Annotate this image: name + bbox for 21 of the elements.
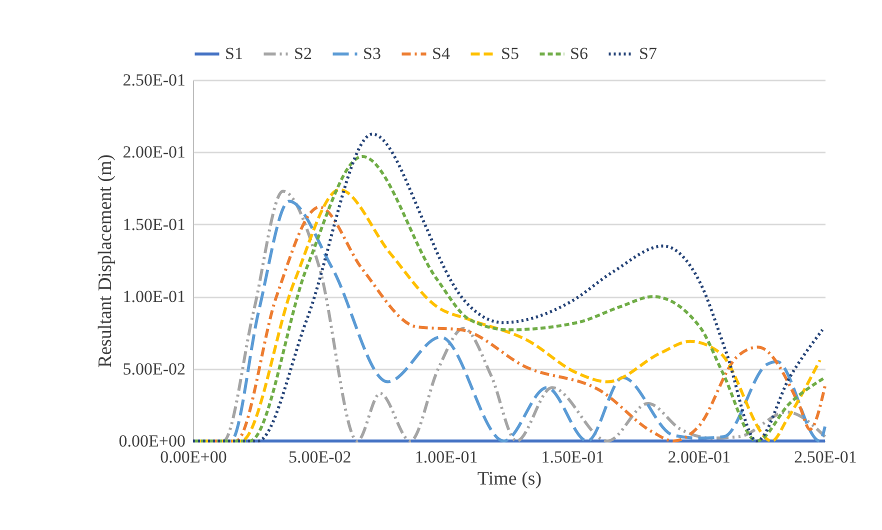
legend-label: S6 [570,44,588,63]
y-tick-label: 5.00E-02 [122,359,186,378]
x-tick-label: 1.00E-01 [414,448,478,466]
x-axis-title: Time (s) [477,468,542,490]
y-axis-title: Resultant Displacement (m) [94,154,116,368]
y-tick-label: 2.50E-01 [122,70,186,90]
x-tick-label: 0.00E+00 [160,448,227,466]
legend-label: S7 [639,44,658,63]
x-tick-label: 5.00E-02 [288,448,352,466]
legend-label: S2 [294,44,312,63]
legend-label: S3 [363,44,381,63]
legend-label: S4 [432,44,450,63]
legend-label: S5 [501,44,519,63]
y-tick-label: 1.50E-01 [122,214,186,234]
x-tick-label: 2.00E-01 [668,448,730,466]
legend-label: S1 [225,44,243,63]
x-tick-label: 1.50E-01 [541,448,604,466]
y-tick-label: 2.00E-01 [122,142,186,162]
y-tick-label: 1.00E-01 [122,287,186,306]
x-tick-label: 2.50E-01 [794,448,857,466]
y-tick-label: 0.00E+00 [118,432,186,450]
